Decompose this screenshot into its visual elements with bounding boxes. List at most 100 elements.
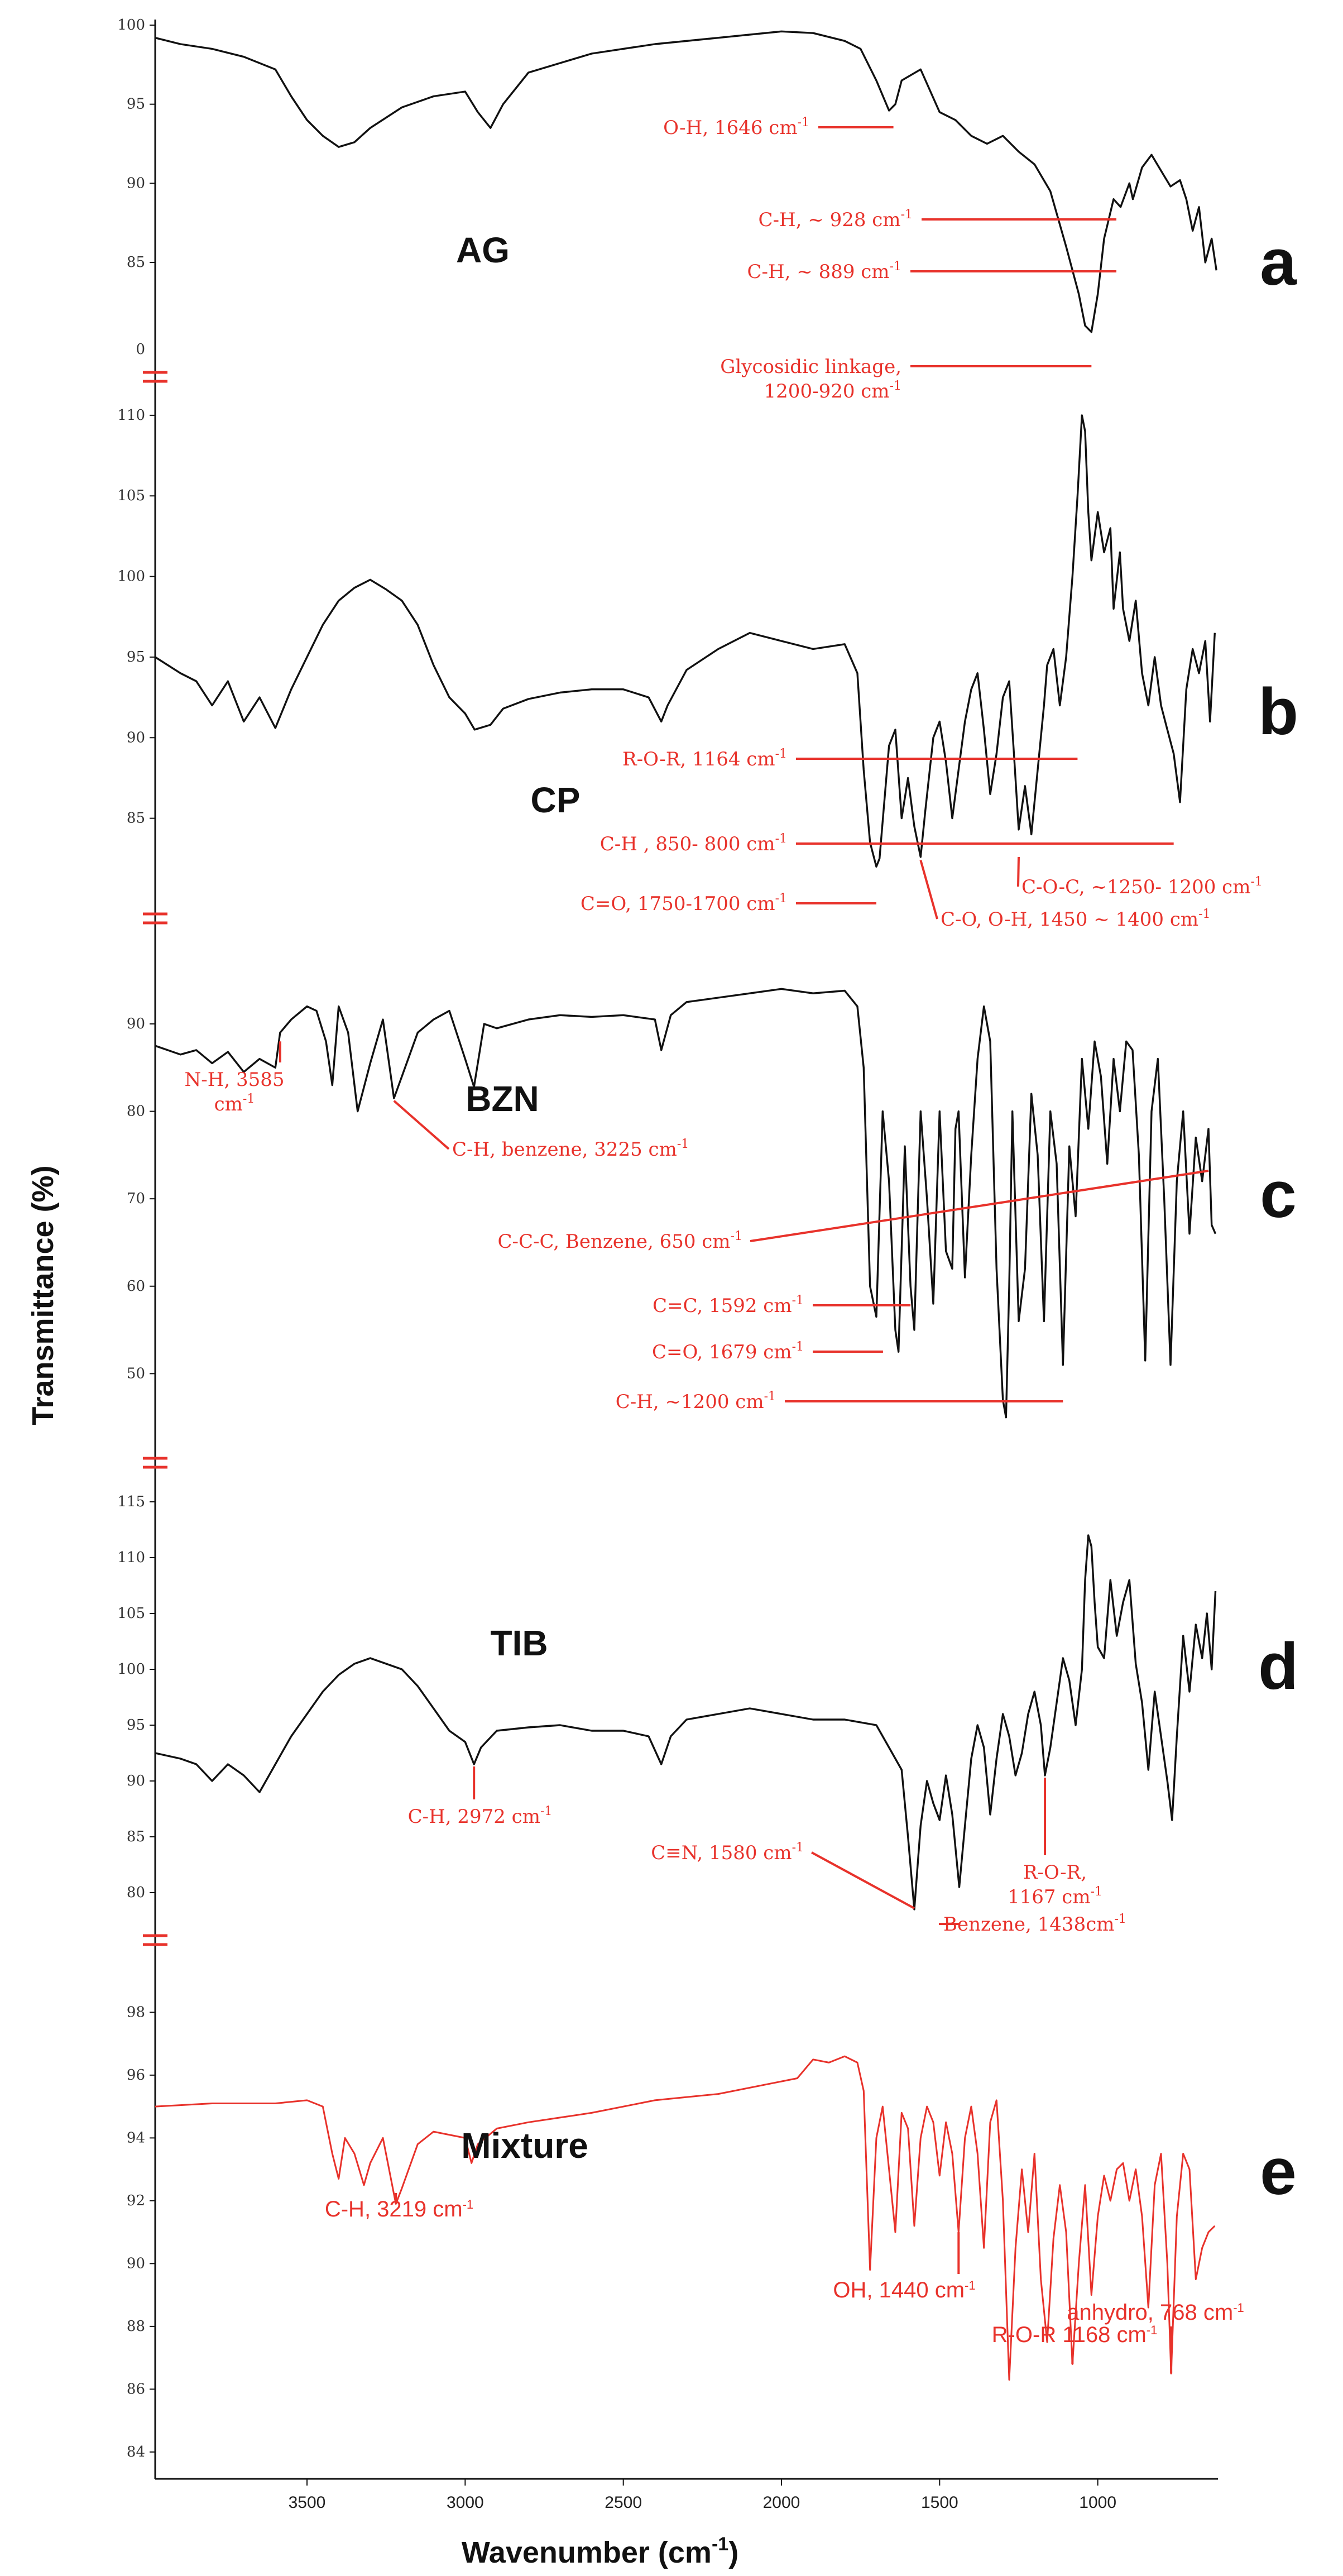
panel-label-d: TIB bbox=[490, 1623, 548, 1663]
annotation-a-0: O-H, 1646 cm-1 bbox=[663, 116, 809, 139]
panel-label-c: BZN bbox=[466, 1079, 539, 1119]
annotation-text-a-3: Glycosidic linkage, bbox=[720, 356, 901, 378]
y-tick-label-d-85: 85 bbox=[127, 1828, 145, 1845]
annotation-leader-b-3 bbox=[1017, 856, 1020, 887]
spectrum-line-e bbox=[155, 2055, 1216, 2381]
annotation-b-0: R-O-R, 1164 cm-1 bbox=[622, 747, 787, 770]
annotation-text-e-3: anhydro, 768 cm bbox=[1067, 2300, 1233, 2325]
panel-label-b: CP bbox=[531, 780, 581, 820]
annotation-text-c-2: C-C-C, Benzene, 650 cm bbox=[497, 1230, 730, 1253]
y-tick-label-e-84: 84 bbox=[127, 2444, 145, 2460]
x-tick-label-1500: 1500 bbox=[921, 2493, 958, 2512]
annotation-text-a-2: C-H, ~ 889 cm bbox=[747, 261, 890, 283]
panel-letter-b: b bbox=[1258, 675, 1298, 749]
annotation-sup-a-2: -1 bbox=[890, 260, 901, 274]
y-tick-label-d-100: 100 bbox=[117, 1661, 145, 1678]
annotation-b-1: C-H , 850- 800 cm-1 bbox=[600, 832, 787, 855]
annotation-sup-b-3: -1 bbox=[1250, 875, 1262, 889]
y-tick-label-e-86: 86 bbox=[127, 2381, 145, 2397]
y-tick-label-a-90: 90 bbox=[127, 175, 145, 191]
y-tick-label-b-85: 85 bbox=[127, 810, 145, 827]
y-tick-label-d-110: 110 bbox=[117, 1549, 145, 1566]
annotation-sup-c-2: -1 bbox=[731, 1229, 742, 1243]
y-tick-label-d-105: 105 bbox=[117, 1605, 145, 1622]
x-axis-title: Wavenumber (cm-1) bbox=[462, 2534, 738, 2569]
y-tick-label-e-98: 98 bbox=[127, 2004, 145, 2020]
annotation-sup-c-1: -1 bbox=[677, 1137, 689, 1151]
x-tick-label-2000: 2000 bbox=[763, 2493, 800, 2512]
annotation-e-1: OH, 1440 cm-1 bbox=[833, 2278, 975, 2302]
x-tick-label-1000: 1000 bbox=[1079, 2493, 1116, 2512]
annotation-c-0: N-H, 3585 cm-1 bbox=[184, 1069, 284, 1115]
annotation-d-3: R-O-R, 1167 cm-1 bbox=[1008, 1861, 1102, 1908]
y-tick-label-a-100: 100 bbox=[117, 17, 145, 33]
spectrum-line-d bbox=[155, 1534, 1217, 1911]
annotation-text-c-3: C=C, 1592 cm bbox=[653, 1295, 792, 1317]
y-tick-label-c-80: 80 bbox=[127, 1103, 145, 1120]
annotation-b-3: C-O-C, ~1250- 1200 cm-1 bbox=[1021, 875, 1263, 898]
annotation-sup-c-0: -1 bbox=[243, 1092, 255, 1106]
panel-letter-a: a bbox=[1260, 226, 1297, 299]
panel-letter-d: d bbox=[1258, 1630, 1298, 1703]
annotation-subtext-d-3: 1167 cm bbox=[1008, 1886, 1091, 1908]
annotation-sup-e-0: -1 bbox=[463, 2197, 474, 2211]
annotation-sup-d-3: -1 bbox=[1091, 1885, 1102, 1899]
x-axis-title-superscript: -1 bbox=[712, 2534, 728, 2555]
annotation-sup-d-1: -1 bbox=[792, 1841, 804, 1855]
annotation-sup-c-5: -1 bbox=[764, 1390, 776, 1404]
y-tick-label-b-90: 90 bbox=[127, 729, 145, 746]
x-tick-label-3000: 3000 bbox=[447, 2493, 484, 2512]
annotation-text-e-2: R-O-R 1168 cm bbox=[992, 2323, 1147, 2347]
annotation-text-c-4: C=O, 1679 cm bbox=[652, 1341, 792, 1363]
annotation-b-2: C=O, 1750-1700 cm-1 bbox=[581, 892, 787, 915]
spectrum-line-b bbox=[155, 414, 1216, 868]
annotation-d-0: C-H, 2972 cm-1 bbox=[408, 1804, 553, 1828]
annotation-sup-a-1: -1 bbox=[901, 208, 913, 222]
spectrum-line-c bbox=[155, 988, 1217, 1419]
y-tick-label-d-80: 80 bbox=[127, 1884, 145, 1901]
annotation-sup-e-1: -1 bbox=[965, 2278, 976, 2292]
y-tick-label-b-110: 110 bbox=[117, 407, 145, 424]
y-tick-label-c-90: 90 bbox=[127, 1016, 145, 1032]
panel-letter-c: c bbox=[1260, 1158, 1297, 1232]
annotation-text-b-2: C=O, 1750-1700 cm bbox=[581, 893, 775, 915]
annotation-sup-c-3: -1 bbox=[792, 1294, 804, 1308]
y-tick-label-c-60: 60 bbox=[127, 1278, 145, 1295]
annotation-leader-b-4 bbox=[919, 860, 938, 920]
annotation-text-c-5: C-H, ~1200 cm bbox=[616, 1391, 764, 1413]
y-tick-label-e-96: 96 bbox=[127, 2067, 145, 2084]
annotation-text-b-0: R-O-R, 1164 cm bbox=[622, 748, 775, 770]
annotation-sup-e-2: -1 bbox=[1147, 2323, 1158, 2337]
annotation-c-2: C-C-C, Benzene, 650 cm-1 bbox=[497, 1229, 742, 1253]
annotation-a-3: Glycosidic linkage, 1200-920 cm-1 bbox=[720, 356, 901, 403]
y-tick-label-e-94: 94 bbox=[127, 2129, 145, 2146]
annotation-text-c-1: C-H, benzene, 3225 cm bbox=[452, 1138, 677, 1161]
annotation-c-5: C-H, ~1200 cm-1 bbox=[616, 1390, 776, 1413]
annotation-c-3: C=C, 1592 cm-1 bbox=[653, 1294, 804, 1317]
annotation-subtext-c-0: cm bbox=[214, 1093, 243, 1115]
annotation-e-3: anhydro, 768 cm-1 bbox=[1067, 2300, 1244, 2325]
annotation-leader-c-2 bbox=[750, 1170, 1209, 1242]
panel-letter-e: e bbox=[1260, 2135, 1297, 2209]
annotation-a-2: C-H, ~ 889 cm-1 bbox=[747, 260, 902, 283]
annotation-text-e-0: C-H, 3219 cm bbox=[325, 2197, 463, 2221]
y-tick-label-d-90: 90 bbox=[127, 1773, 145, 1789]
panel-label-a: AG bbox=[456, 230, 510, 270]
y-tick-label-d-115: 115 bbox=[117, 1493, 145, 1510]
y-tick-label-c-70: 70 bbox=[127, 1190, 145, 1207]
y-tick-label-e-90: 90 bbox=[127, 2255, 145, 2272]
annotation-a-1: C-H, ~ 928 cm-1 bbox=[759, 208, 913, 231]
x-axis-title-close: ) bbox=[728, 2536, 738, 2569]
annotation-c-4: C=O, 1679 cm-1 bbox=[652, 1340, 804, 1363]
annotation-sup-a-3: -1 bbox=[890, 379, 901, 393]
y-tick-label-b-105: 105 bbox=[117, 487, 145, 504]
annotation-text-a-0: O-H, 1646 cm bbox=[663, 117, 798, 139]
annotation-sup-c-4: -1 bbox=[792, 1340, 804, 1354]
annotation-sup-b-2: -1 bbox=[775, 892, 787, 906]
y-tick-label-e-92: 92 bbox=[127, 2192, 145, 2209]
